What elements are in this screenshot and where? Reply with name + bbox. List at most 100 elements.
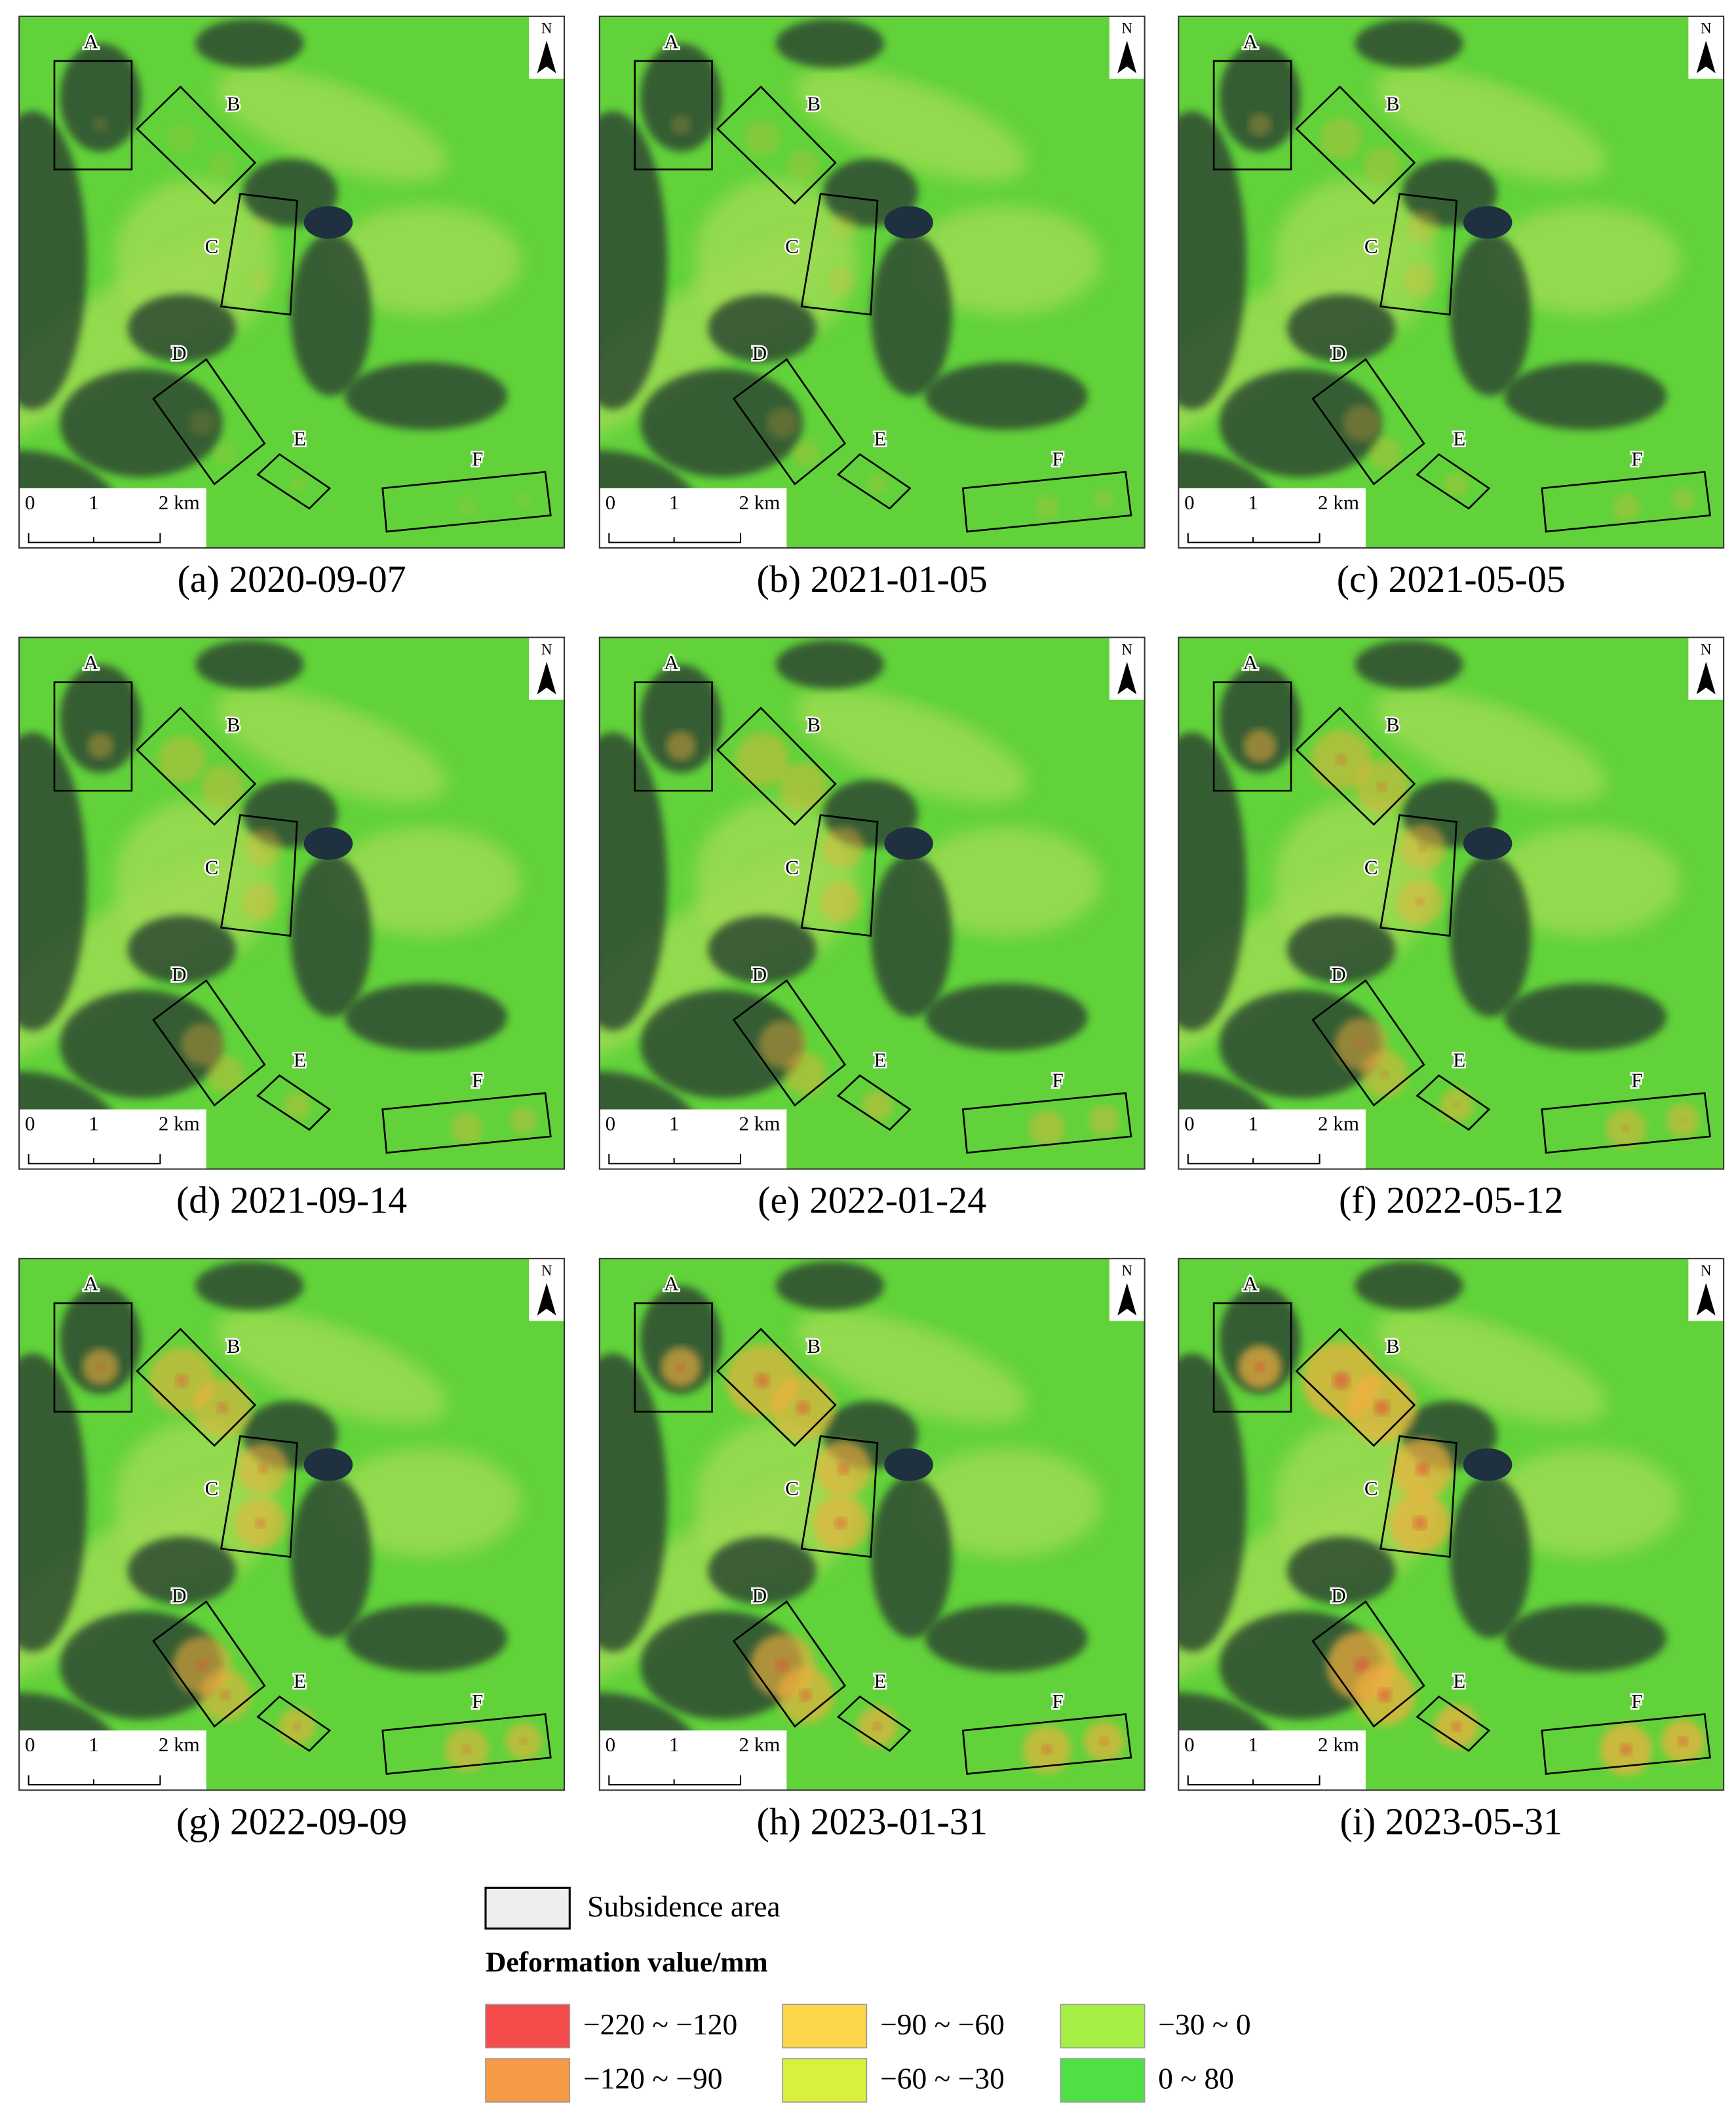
deformation-core — [676, 1363, 685, 1372]
subsidence-box — [1212, 60, 1292, 170]
lake — [303, 206, 353, 239]
terrain-dark — [775, 640, 885, 689]
subsidence-box — [634, 60, 713, 170]
subsidence-box — [1295, 85, 1416, 205]
deformation-zone — [510, 1106, 537, 1134]
box-label: B — [227, 713, 241, 736]
legend-label: −220 ~ −120 — [583, 2008, 737, 2041]
box-label: F — [1052, 1068, 1064, 1091]
scale-bar — [608, 1154, 742, 1165]
north-label: N — [1121, 1262, 1132, 1279]
box-label: F — [1052, 448, 1064, 471]
subsidence-box — [256, 1695, 332, 1753]
subsidence-box — [836, 453, 912, 510]
deformation-zone — [1444, 473, 1469, 496]
subsidence-box — [53, 681, 133, 792]
box-label: E — [294, 1669, 306, 1692]
scale-label: 2 km — [739, 491, 781, 514]
scale-label: 1 — [88, 1112, 99, 1135]
deformation-core — [293, 1722, 301, 1730]
scale-label: 1 — [1248, 491, 1258, 514]
deformation-core — [216, 1402, 229, 1414]
terrain-dark — [60, 368, 223, 478]
deformation-zone — [1343, 404, 1380, 442]
box-label: D — [1331, 1584, 1345, 1607]
box-label: D — [752, 341, 767, 364]
deformation-zone — [779, 762, 827, 811]
subsidence-box — [53, 1302, 133, 1413]
subsidence-swatch — [484, 1886, 571, 1930]
terrain-dark — [1178, 1353, 1246, 1652]
deformation-core — [1256, 743, 1263, 749]
map-content: A B C D E F 0 1 2 km N — [1178, 637, 1724, 1169]
legend-swatch — [1060, 2058, 1146, 2103]
scale-bar — [28, 1775, 161, 1786]
box-label: F — [1631, 448, 1642, 471]
scale-label: 2 km — [159, 491, 200, 514]
terrain-dark — [19, 732, 87, 1031]
terrain-light — [796, 68, 1027, 182]
subsidence-box — [800, 193, 879, 316]
terrain-dark — [1450, 1475, 1532, 1639]
subsidence-box — [1311, 979, 1425, 1107]
scale-bar-bg — [1178, 488, 1366, 548]
terrain-light — [1490, 206, 1680, 315]
box-label: C — [1364, 1477, 1378, 1500]
legend-swatch — [485, 2004, 571, 2049]
deformation-core — [1452, 1721, 1461, 1732]
box-label: F — [1052, 1690, 1064, 1713]
north-label: N — [1701, 20, 1711, 37]
deformation-zone — [744, 121, 781, 157]
deformation-zone — [1094, 489, 1114, 509]
deformation-core — [255, 1518, 266, 1528]
terrain-dark — [925, 362, 1088, 430]
box-label: D — [172, 1584, 186, 1607]
panel-border — [1178, 1258, 1725, 1791]
north-label: N — [541, 20, 552, 37]
box-label: A — [1243, 29, 1258, 52]
deformation-core — [1378, 1688, 1391, 1702]
deformation-core — [1042, 1744, 1052, 1755]
terrain-dark — [60, 43, 142, 152]
deformation-zone — [158, 735, 206, 784]
panel-caption: (h) 2023-01-31 — [757, 1800, 988, 1842]
lake — [884, 827, 933, 860]
terrain-dark — [1503, 362, 1667, 430]
deformation-zone — [252, 215, 275, 238]
scale-label: 0 — [25, 1733, 35, 1756]
deformation-zone — [515, 491, 532, 507]
terrain-dark — [1178, 732, 1246, 1031]
deformation-core — [1413, 1516, 1427, 1530]
north-arrow — [537, 1283, 556, 1316]
deformation-core — [776, 1658, 790, 1673]
terrain-dark — [870, 854, 952, 1017]
box-label: A — [664, 651, 679, 674]
box-label: A — [84, 1272, 99, 1295]
box-label: E — [294, 1048, 306, 1071]
panel-border — [598, 1258, 1146, 1791]
terrain-dark — [640, 368, 803, 478]
deformation-zone — [1368, 437, 1401, 469]
box-label: D — [752, 1584, 767, 1607]
terrain-light — [796, 1310, 1027, 1424]
subsidence-box — [1416, 453, 1491, 510]
deformation-core — [1620, 1743, 1632, 1755]
north-label: N — [1121, 641, 1132, 657]
deformation-zone — [457, 497, 476, 517]
north-label: N — [1701, 1262, 1711, 1279]
map-content: A B C D E F 0 1 2 km N — [19, 637, 565, 1169]
deformation-core — [175, 1374, 189, 1388]
box-label: D — [752, 963, 767, 986]
legend-swatch — [485, 2058, 571, 2103]
deformation-zone — [758, 1020, 807, 1068]
legend-swatch — [782, 2058, 868, 2103]
terrain-dark — [1286, 915, 1396, 984]
lake — [303, 827, 353, 860]
panel-caption: (f) 2022-05-12 — [1339, 1179, 1564, 1222]
terrain-dark — [1178, 111, 1246, 410]
scale-label: 0 — [1184, 491, 1195, 514]
panel-border — [1178, 15, 1725, 549]
box-label: F — [472, 1068, 483, 1091]
scale-bar-bg — [1178, 1109, 1366, 1169]
terrain-dark — [344, 362, 508, 430]
